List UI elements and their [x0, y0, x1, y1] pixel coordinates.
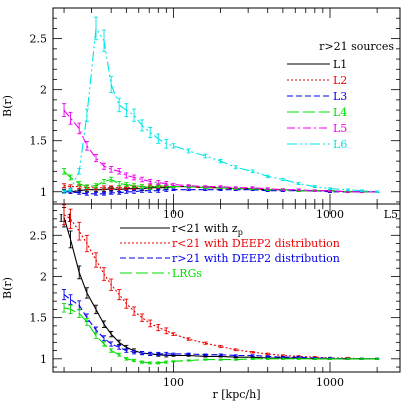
legend-label: L6 — [333, 138, 347, 151]
x-tick-label: 100 — [163, 208, 184, 221]
x-tick-label: 100 — [163, 376, 184, 389]
series-group — [62, 204, 380, 365]
y-tick-label: 2.5 — [30, 33, 48, 46]
x-tick-label: 1000 — [316, 208, 344, 221]
series-line — [63, 307, 378, 364]
legend-subscript: p — [238, 228, 243, 237]
y-tick-label: 2 — [40, 84, 47, 97]
y-tick-label: 2 — [40, 270, 47, 283]
x-tick-label: 1000 — [316, 376, 344, 389]
series-4 — [62, 103, 380, 193]
plot-frame — [52, 203, 401, 373]
corner-label: L1 — [59, 212, 73, 225]
y-tick-label: 1 — [40, 186, 47, 199]
corner-label: L5 — [384, 208, 398, 221]
panel-bottom: 1 1.5 2 2.5 100 1000 B(r) r [kpc/h] L1 r<21 with … — [1, 203, 401, 401]
y-tick-label: 1 — [40, 353, 47, 366]
legend-label: r<21 with DEEP2 distribution — [172, 237, 340, 250]
legend-label: L3 — [333, 90, 347, 103]
legend-label: r>21 with DEEP2 distribution — [172, 252, 340, 265]
series-line — [63, 294, 378, 360]
series-line — [63, 185, 378, 193]
annotation: r>21 sources — [319, 40, 394, 53]
series-5 — [62, 16, 380, 194]
legend: r<21 with zpr<21 with DEEP2 distribution… — [120, 222, 340, 280]
series-3 — [62, 303, 380, 365]
legend-label: r<21 with zp — [172, 222, 243, 237]
y-tick-label: 1.5 — [30, 312, 48, 325]
series-1 — [62, 204, 380, 360]
legend-label: LRGs — [172, 267, 202, 280]
x-axis-label: r [kpc/h] — [213, 388, 261, 401]
series-line — [63, 26, 378, 193]
legend: r>21 sources L1 L2 L3 L4 L5 L6 — [287, 40, 394, 151]
y-axis-label: B(r) — [1, 277, 14, 299]
plot-frame — [52, 7, 401, 205]
series-group — [62, 16, 380, 196]
panel-top: 1 1.5 2 2.5 100 1000 B(r) L5 r>21 sources L1 L2 L3 L… — [1, 7, 401, 221]
y-tick-label: 2.5 — [30, 229, 48, 242]
legend-label: L1 — [333, 58, 347, 71]
y-tick-label: 1.5 — [30, 135, 48, 148]
legend-label: L4 — [333, 106, 347, 119]
legend-label: L2 — [333, 74, 347, 87]
y-axis-label: B(r) — [1, 95, 14, 117]
series-line — [63, 214, 378, 360]
legend-label: L5 — [333, 122, 347, 135]
series-line — [63, 109, 378, 193]
